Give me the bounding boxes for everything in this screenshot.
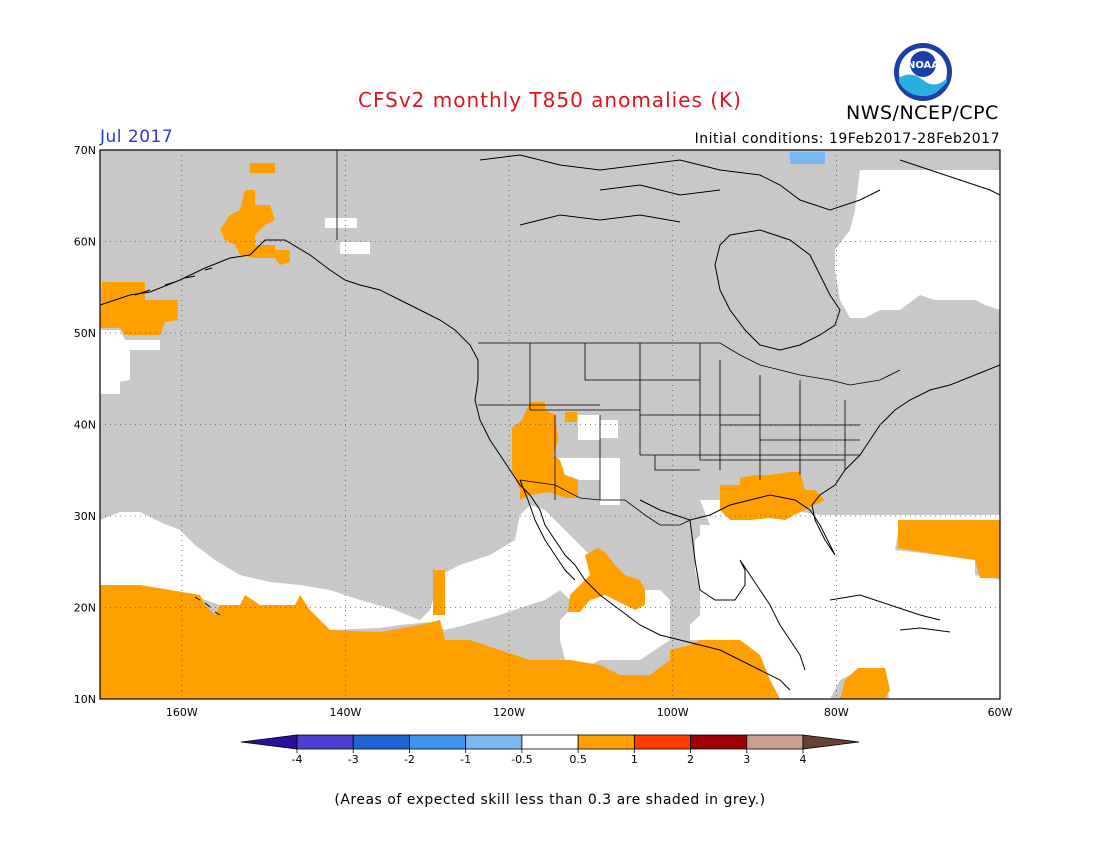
colorbar-label: 3 — [743, 753, 750, 766]
colorbar-swatch — [296, 734, 354, 750]
lat-tick-label: 40N — [74, 419, 96, 432]
colorbar-max-arrow — [802, 734, 860, 750]
colorbar-label: -3 — [348, 753, 359, 766]
colorbar-swatch — [690, 734, 748, 750]
lat-tick-label: 60N — [74, 236, 96, 249]
neutral-anomaly-regions — [100, 170, 1000, 699]
map-frame — [99, 149, 1001, 700]
colorbar-label: -0.5 — [511, 753, 532, 766]
colorbar-label: 2 — [687, 753, 694, 766]
lat-tick-label: 70N — [74, 144, 96, 157]
footnote: (Areas of expected skill less than 0.3 a… — [334, 792, 766, 808]
gridlines — [100, 150, 1000, 699]
lat-tick-label: 20N — [74, 602, 96, 615]
lon-tick-label: 60W — [988, 706, 1013, 719]
colorbar-swatch — [521, 734, 579, 750]
colorbar-min-arrow — [240, 734, 298, 750]
colorbar-label: -1 — [460, 753, 471, 766]
colorbar-swatch — [465, 734, 523, 750]
lon-tick-label: 80W — [824, 706, 849, 719]
lat-tick-label: 30N — [74, 510, 96, 523]
colorbar-swatch — [352, 734, 410, 750]
colorbar-swatch — [746, 734, 804, 750]
negative-anomaly-regions — [790, 152, 825, 164]
forecast-period: Jul 2017 — [100, 127, 174, 147]
latitude-labels: 70N 60N 50N 40N 30N 20N 10N — [74, 144, 96, 706]
agency-label: NWS/NCEP/CPC — [846, 102, 999, 124]
colorbar-swatch — [577, 734, 635, 750]
colorbar-swatch — [409, 734, 467, 750]
colorbar-label: -4 — [292, 753, 303, 766]
colorbar-swatch — [633, 734, 691, 750]
lat-tick-label: 50N — [74, 327, 96, 340]
colorbar — [240, 734, 860, 750]
map-title: CFSv2 monthly T850 anomalies (K) — [358, 88, 742, 112]
lon-tick-label: 160W — [166, 706, 198, 719]
colorbar-label: 4 — [800, 753, 807, 766]
initial-conditions: Initial conditions: 19Feb2017-28Feb2017 — [694, 131, 1000, 147]
longitude-labels: 160W 140W 120W 100W 80W 60W — [166, 706, 1013, 719]
lon-tick-label: 140W — [330, 706, 362, 719]
political-boundaries — [336, 150, 901, 526]
colorbar-labels: -4 -3 -2 -1 -0.5 0.5 1 2 3 4 — [292, 749, 807, 766]
colorbar-label: 1 — [631, 753, 638, 766]
lat-tick-label: 10N — [74, 693, 96, 706]
lon-tick-label: 120W — [493, 706, 525, 719]
colorbar-label: 0.5 — [569, 753, 587, 766]
coastlines — [100, 154, 1000, 691]
logo-text: NOAA — [907, 60, 939, 71]
positive-anomaly-regions — [100, 163, 1000, 699]
noaa-logo-icon: NOAA — [894, 43, 952, 101]
colorbar-label: -2 — [404, 753, 415, 766]
lon-tick-label: 100W — [657, 706, 689, 719]
